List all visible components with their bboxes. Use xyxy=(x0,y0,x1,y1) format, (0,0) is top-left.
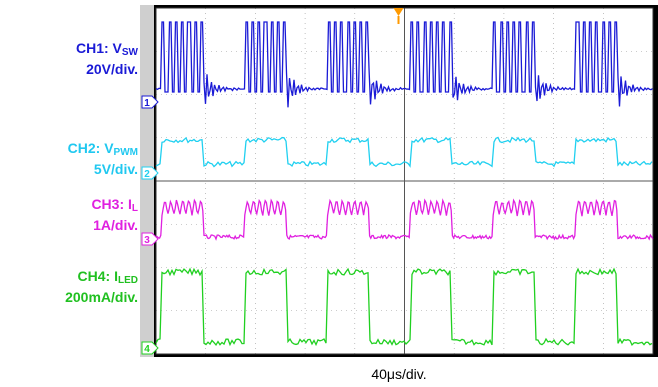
ch1-ground-marker xyxy=(141,95,159,109)
ch3-ground-marker xyxy=(141,232,159,246)
scope-plot: 1 2 3 4 xyxy=(140,5,654,357)
ch2-waveform xyxy=(155,136,653,168)
graticule-border xyxy=(155,7,654,355)
trigger-position-marker xyxy=(393,8,404,16)
ch4-label: CH4: ILED 200mA/div. xyxy=(65,268,138,305)
ch2-ground-marker xyxy=(141,166,159,180)
ch1-marker-label: 1 xyxy=(144,98,150,109)
oscilloscope-screen: 1 2 3 4 xyxy=(140,5,658,357)
left-margin-strip xyxy=(140,5,154,357)
ch1-label: CH1: VSW 20V/div. xyxy=(75,40,138,77)
ch2-marker-label: 2 xyxy=(144,169,150,180)
ch3-waveform xyxy=(155,198,654,241)
ch4-waveform xyxy=(155,267,653,347)
ch2-label: CH2: VPWM 5V/div. xyxy=(67,140,138,177)
ch1-waveform xyxy=(155,21,653,108)
ch4-marker-label: 4 xyxy=(144,344,150,355)
timebase-label: 40μs/div. xyxy=(371,366,427,382)
ch3-label: CH3: IL 1A/div. xyxy=(91,196,138,233)
ch4-ground-marker xyxy=(141,341,159,355)
ch3-marker-label: 3 xyxy=(144,235,150,246)
